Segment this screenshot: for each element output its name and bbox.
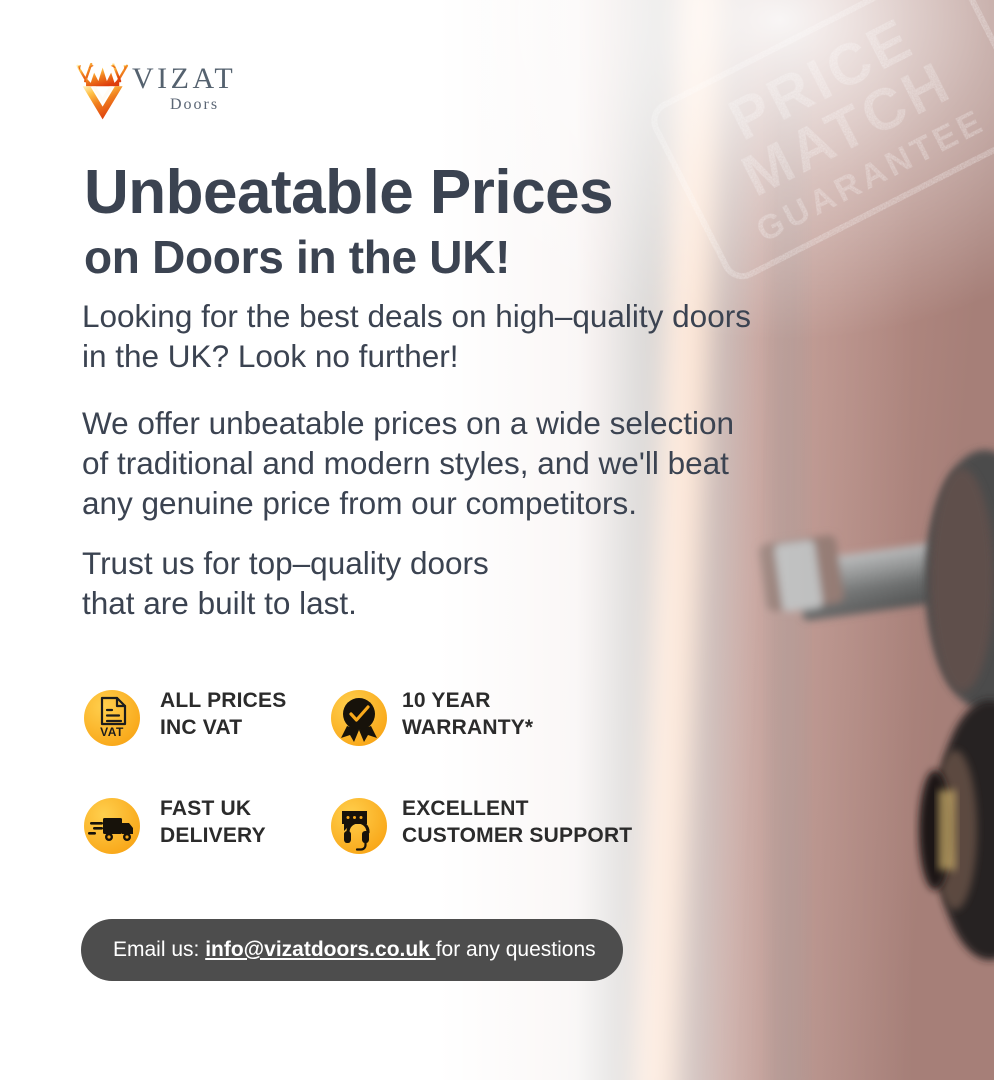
svg-text:VAT: VAT (100, 725, 124, 739)
